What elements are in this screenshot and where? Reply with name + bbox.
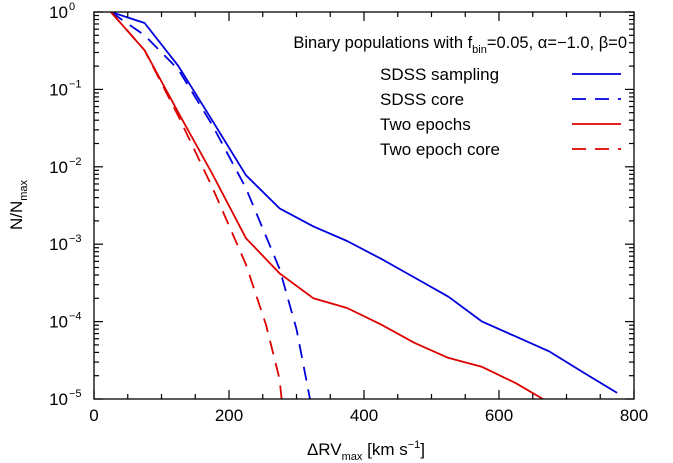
y-tick-label: 10: [49, 235, 68, 254]
series-line-1: [110, 12, 618, 394]
series-layer: [110, 12, 618, 399]
legend-label: Two epochs: [380, 115, 471, 134]
y-tick-label: 10: [49, 158, 68, 177]
series-line-3: [110, 12, 544, 399]
legend-label: SDSS sampling: [380, 65, 499, 84]
y-tick-label: 10: [49, 3, 68, 22]
x-axis-label: ΔRVmax [km s−1]: [307, 439, 425, 463]
y-tick-label: 10: [49, 390, 68, 409]
y-tick-exponent: 0: [69, 1, 75, 13]
x-tick-label: 400: [350, 406, 378, 425]
y-axis-label: N/Nmax: [7, 179, 30, 230]
x-tick-label: 200: [215, 406, 243, 425]
x-tick-label: 0: [89, 406, 98, 425]
y-tick-exponent: −5: [69, 388, 82, 400]
legend: SDSS sampling SDSS core Two epochs Two epoc…: [380, 65, 621, 159]
y-tick-exponent: −4: [69, 311, 82, 323]
legend-label: SDSS core: [380, 90, 464, 109]
x-tick-label: 800: [620, 406, 648, 425]
legend-label: Two epoch core: [380, 140, 500, 159]
y-tick-exponent: −2: [69, 156, 82, 168]
y-tick-label: 10: [49, 80, 68, 99]
y-tick-exponent: −1: [69, 78, 82, 90]
x-tick-label: 600: [485, 406, 513, 425]
y-tick-label: 10: [49, 313, 68, 332]
plot-frame: [93, 11, 635, 400]
y-tick-exponent: −3: [69, 233, 82, 245]
series-line-2: [110, 12, 311, 399]
series-line-4: [110, 12, 283, 399]
annotation-text: Binary populations with fbin=0.05, α=−1.…: [293, 34, 627, 56]
